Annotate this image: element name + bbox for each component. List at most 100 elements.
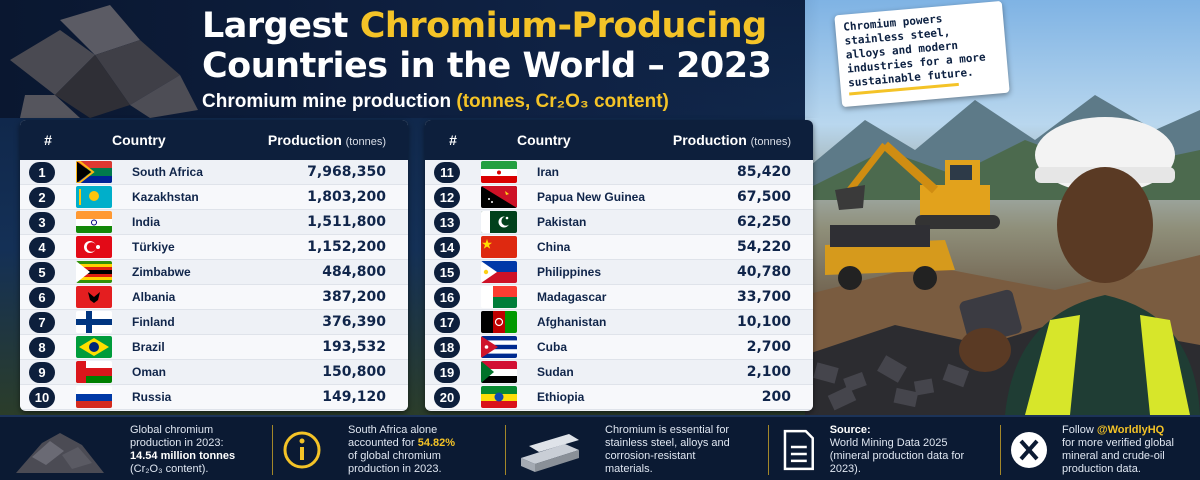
x-logo-icon[interactable] — [1010, 431, 1048, 469]
header-rank: # — [44, 132, 52, 148]
rank-badge: 7 — [29, 311, 55, 333]
table-row: 18 Cuba 2,700 — [425, 335, 813, 360]
country-name: Madagascar — [537, 290, 607, 304]
rank-badge: 1 — [29, 161, 55, 183]
rank-badge: 11 — [434, 161, 460, 183]
production-value: 150,800 — [322, 364, 386, 380]
footer-share: South Africa alone accounted for 54.82% … — [282, 423, 502, 477]
production-value: 1,152,200 — [307, 239, 386, 255]
flag-cuba-icon — [481, 336, 517, 358]
rank-badge: 4 — [29, 236, 55, 258]
production-value: 149,120 — [322, 389, 386, 405]
country-name: South Africa — [132, 165, 203, 179]
global-total-text: Global chromium production in 2023: 14.5… — [130, 424, 236, 475]
flag-finland-icon — [76, 311, 112, 333]
flag-papua-new-guinea-icon — [481, 186, 517, 208]
flag-south-africa-icon — [76, 161, 112, 183]
flag-ethiopia-icon — [481, 386, 517, 408]
table-row: 9 Oman 150,800 — [20, 360, 408, 385]
steel-beam-icon — [521, 434, 579, 472]
table-body: 11 Iran 85,420 12 Papua New Guinea 67,500 13 Pa… — [425, 160, 813, 410]
country-name: Sudan — [537, 365, 574, 379]
share-value: 54.82% — [417, 437, 456, 449]
source-label: Source: — [829, 424, 871, 436]
country-name: Finland — [132, 315, 175, 329]
table-row: 6 Albania 387,200 — [20, 285, 408, 310]
footer-divider — [505, 425, 506, 475]
production-value: 7,968,350 — [307, 164, 386, 180]
production-value: 67,500 — [736, 189, 791, 205]
header-country: Country — [517, 132, 571, 148]
country-name: Zimbabwe — [132, 265, 191, 279]
chromium-ore-illustration — [10, 5, 198, 118]
flag-afghanistan-icon — [481, 311, 517, 333]
table-row: 13 Pakistan 62,250 — [425, 210, 813, 235]
table-row: 5 Zimbabwe 484,800 — [20, 260, 408, 285]
rank-badge: 10 — [29, 386, 55, 408]
rank-badge: 13 — [434, 211, 460, 233]
footer-source: Source: World Mining Data 2025 (mineral … — [782, 423, 997, 477]
table-row: 4 Türkiye 1,152,200 — [20, 235, 408, 260]
footer-divider — [1000, 425, 1001, 475]
follow-handle-link[interactable]: @WorldlyHQ — [1096, 424, 1165, 436]
ore-pile-icon — [16, 433, 104, 473]
footer-bar: Global chromium production in 2023: 14.5… — [0, 415, 1200, 480]
flag-oman-icon — [76, 361, 112, 383]
flag-russia-icon — [76, 386, 112, 408]
flag-madagascar-icon — [481, 286, 517, 308]
header-country: Country — [112, 132, 166, 148]
flag-turkiye-icon — [76, 236, 112, 258]
global-total-value: 14.54 million tonnes — [130, 450, 236, 462]
production-value: 376,390 — [322, 314, 386, 330]
flag-albania-icon — [76, 286, 112, 308]
source-text: Source: World Mining Data 2025 (mineral … — [829, 424, 965, 475]
table-row: 7 Finland 376,390 — [20, 310, 408, 335]
country-name: China — [537, 240, 571, 254]
footer-use: Chromium is essential for stainless stee… — [515, 423, 765, 477]
flag-brazil-icon — [76, 336, 112, 358]
table-row: 15 Philippines 40,780 — [425, 260, 813, 285]
worker-holding-ore-illustration — [959, 117, 1200, 415]
production-value: 193,532 — [322, 339, 386, 355]
country-name: Türkiye — [132, 240, 175, 254]
header-unit: (tonnes) — [750, 136, 791, 148]
table-row: 14 China 54,220 — [425, 235, 813, 260]
production-value: 40,780 — [736, 264, 791, 280]
page-title-line1: Largest Chromium-Producing — [202, 6, 767, 46]
production-value: 85,420 — [736, 164, 791, 180]
production-value: 2,700 — [746, 339, 791, 355]
follow-text: Follow @WorldlyHQ for more verified glob… — [1062, 424, 1174, 475]
country-name: Iran — [537, 165, 560, 179]
document-icon — [783, 429, 814, 471]
footer-divider — [768, 425, 769, 475]
table-body: 1 South Africa 7,968,350 2 Kazakhstan 1,803,2… — [20, 160, 408, 410]
header-rank: # — [449, 132, 457, 148]
table-row: 3 India 1,511,800 — [20, 210, 408, 235]
production-value: 200 — [761, 389, 791, 405]
flag-zimbabwe-icon — [76, 261, 112, 283]
rank-badge: 3 — [29, 211, 55, 233]
footer-divider — [272, 425, 273, 475]
table-row: 1 South Africa 7,968,350 — [20, 160, 408, 185]
country-name: Kazakhstan — [132, 190, 199, 204]
country-name: Cuba — [537, 340, 567, 354]
footer-follow: Follow @WorldlyHQ for more verified glob… — [1010, 423, 1198, 477]
rank-badge: 8 — [29, 336, 55, 358]
production-value: 62,250 — [736, 214, 791, 230]
production-value: 10,100 — [736, 314, 791, 330]
table-row: 2 Kazakhstan 1,803,200 — [20, 185, 408, 210]
rank-badge: 12 — [434, 186, 460, 208]
country-name: Papua New Guinea — [537, 190, 646, 204]
page-title-line2: Countries in the World – 2023 — [202, 46, 772, 86]
header-production: Production (tonnes) — [267, 132, 386, 148]
production-value: 484,800 — [322, 264, 386, 280]
flag-philippines-icon — [481, 261, 517, 283]
production-value: 1,511,800 — [307, 214, 386, 230]
flag-kazakhstan-icon — [76, 186, 112, 208]
rank-badge: 14 — [434, 236, 460, 258]
header-production: Production (tonnes) — [672, 132, 791, 148]
rank-badge: 18 — [434, 336, 460, 358]
rank-badge: 2 — [29, 186, 55, 208]
flag-china-icon — [481, 236, 517, 258]
table-row: 11 Iran 85,420 — [425, 160, 813, 185]
